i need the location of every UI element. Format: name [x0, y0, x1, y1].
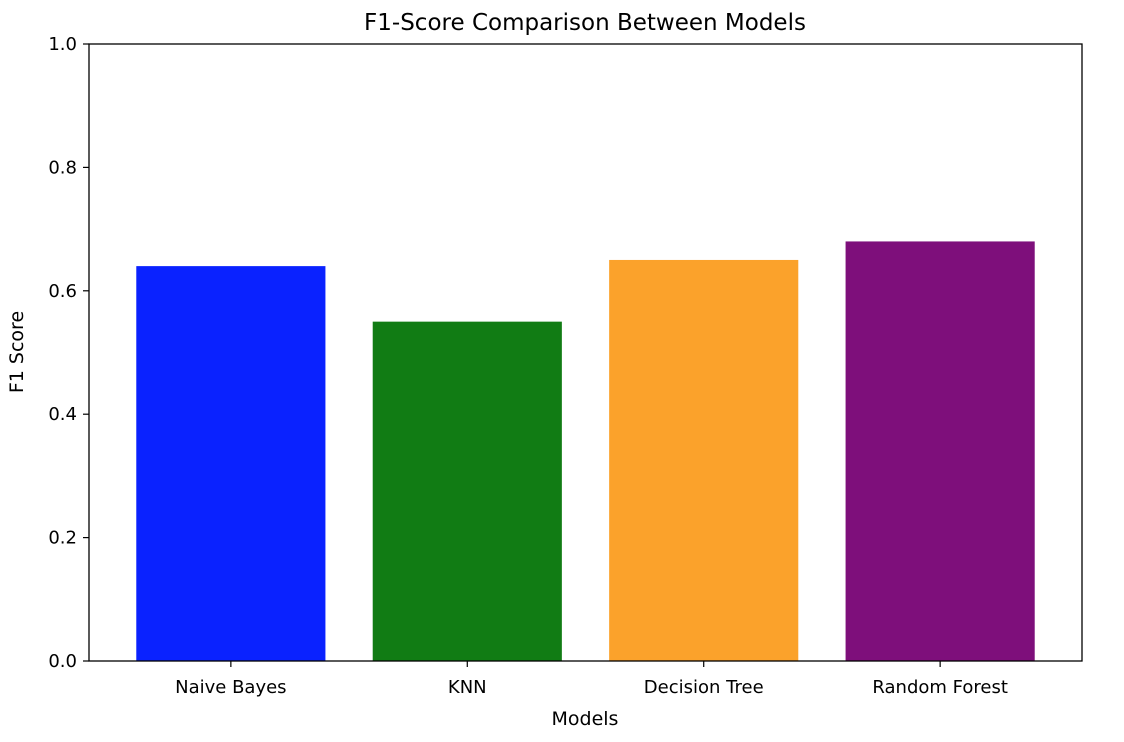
x-axis-label: Models [552, 708, 619, 730]
bars-group [136, 241, 1035, 661]
y-axis-ticks: 0.0 0.2 0.4 0.6 0.8 1.0 [48, 34, 89, 672]
x-tick-label: KNN [448, 677, 487, 698]
chart-title: F1-Score Comparison Between Models [364, 10, 806, 36]
bar-naive-bayes [136, 266, 326, 661]
y-tick-label: 0.4 [48, 404, 77, 425]
y-axis-label: F1 Score [6, 311, 28, 393]
x-tick-label: Decision Tree [644, 677, 764, 698]
y-tick-label: 0.0 [48, 651, 77, 672]
y-tick-label: 0.2 [48, 528, 77, 549]
plot-area-frame [88, 43, 1083, 662]
y-tick-label: 1.0 [48, 34, 77, 55]
bar-decision-tree [609, 259, 799, 661]
x-tick-label: Naive Bayes [175, 677, 286, 698]
y-tick-label: 0.6 [48, 281, 77, 302]
bar-knn [372, 321, 562, 661]
bar-random-forest [845, 241, 1035, 661]
y-tick-label: 0.8 [48, 157, 77, 178]
x-axis-ticks: Naive Bayes KNN Decision Tree Random Forest [175, 661, 1008, 698]
x-tick-label: Random Forest [872, 677, 1007, 698]
